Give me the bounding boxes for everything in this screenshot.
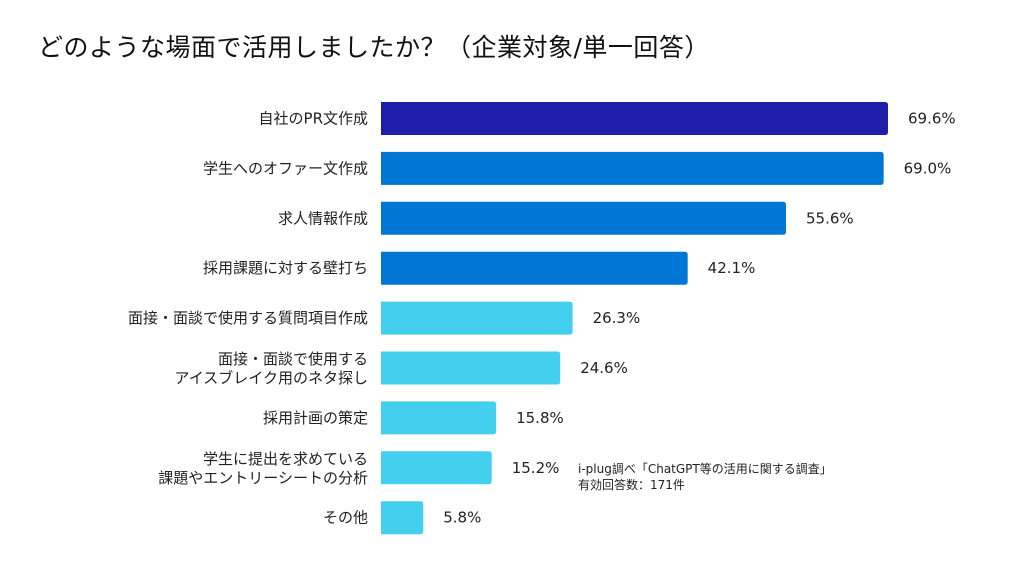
category-label: アイスブレイク用のネタ探し xyxy=(174,369,368,387)
category-label: 課題やエントリーシートの分析 xyxy=(158,469,368,487)
category-label: 採用課題に対する壁打ち xyxy=(203,259,368,277)
bar xyxy=(381,501,424,535)
value-label: 26.3% xyxy=(593,309,641,327)
category-label: 学生へのオファー文作成 xyxy=(203,159,368,177)
bar xyxy=(381,251,688,285)
category-label: 求人情報作成 xyxy=(278,209,368,227)
bar xyxy=(381,201,787,235)
category-label: 採用計画の策定 xyxy=(263,409,368,427)
category-label: その他 xyxy=(323,509,368,527)
respondent-count: 有効回答数：171件 xyxy=(578,478,685,492)
value-label: 15.8% xyxy=(516,409,564,427)
value-label: 5.8% xyxy=(443,509,481,527)
bar xyxy=(381,102,888,135)
value-label: 15.2% xyxy=(512,459,560,477)
value-label: 69.6% xyxy=(908,110,956,128)
category-label: 学生に提出を求めている xyxy=(203,450,368,468)
value-label: 69.0% xyxy=(904,159,952,177)
bar xyxy=(381,151,884,185)
bar xyxy=(381,401,497,435)
category-label: 自社のPR文作成 xyxy=(259,110,368,128)
bar xyxy=(381,451,492,485)
category-label: 面接・面談で使用する xyxy=(218,350,368,368)
chart-title: どのような場面で活用しましたか？（企業対象/単一回答） xyxy=(38,33,710,62)
value-label: 55.6% xyxy=(806,209,854,227)
bar xyxy=(381,301,573,335)
source-note: i-plug調べ「ChatGPT等の活用に関する調査」 有効回答数：171件 xyxy=(578,461,832,493)
value-label: 24.6% xyxy=(580,359,628,377)
value-label: 42.1% xyxy=(708,259,756,277)
category-label: 面接・面談で使用する質問項目作成 xyxy=(128,309,368,327)
bar xyxy=(381,351,561,385)
source-line: i-plug調べ「ChatGPT等の活用に関する調査」 xyxy=(578,462,832,476)
